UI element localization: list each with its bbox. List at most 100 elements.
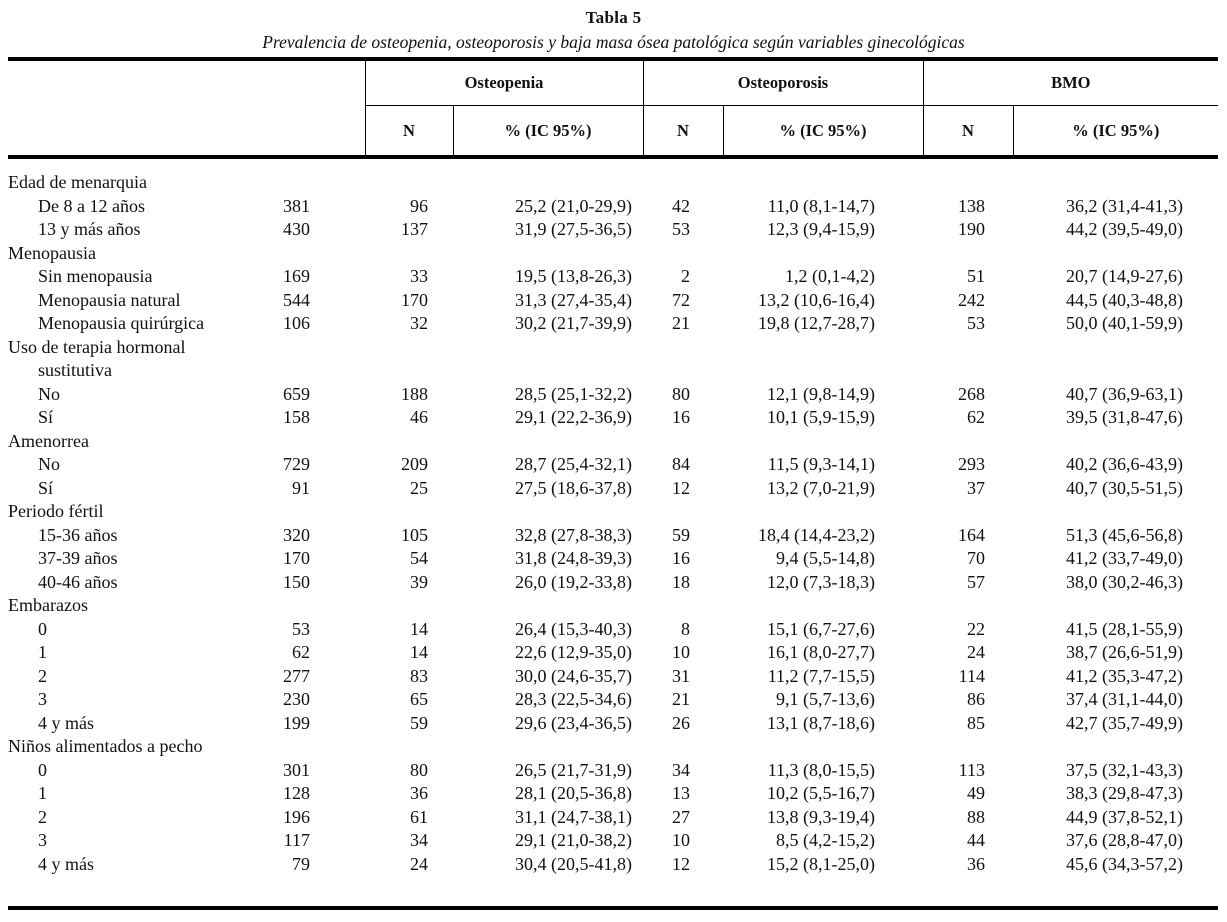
- section-label: Edad de menarquia: [8, 172, 147, 192]
- cell-osteopenia-pct: 28,3 (22,5-34,6): [515, 689, 632, 709]
- cell-bmo-n: 62: [967, 407, 986, 427]
- header-spacer: [8, 59, 365, 106]
- cell-osteopenia-n: 54: [410, 548, 428, 568]
- table-row: 3 117 34 29,1 (21,0-38,2) 10 8,5 (4,2-15,2) 44…: [8, 829, 1218, 853]
- cell-bmo-n: 85: [967, 712, 986, 733]
- table-row: 37-39 años 170 54 31,8 (24,8-39,3) 16 9,4 (5,…: [8, 547, 1218, 571]
- cell-osteopenia-pct: [453, 735, 643, 759]
- cell-osteopenia-pct: [453, 171, 643, 195]
- cell-bmo-n: 164: [958, 524, 986, 545]
- cell-osteoporosis-n: 8: [681, 618, 690, 639]
- cell-osteopenia-n: 188: [401, 383, 428, 404]
- row-label: 15-36 años: [38, 524, 118, 545]
- cell-osteoporosis-n: 16: [672, 407, 690, 427]
- cell-osteoporosis-n: 80: [672, 383, 690, 404]
- cell-osteopenia-n: [365, 171, 453, 195]
- cell-bmo-pct: 37,6 (28,8-47,0): [1066, 830, 1184, 850]
- sub-header-osteoporosis-pct: % (IC 95%): [722, 105, 924, 159]
- section-label: Menopausia: [8, 242, 96, 263]
- table-row: 15-36 años 320 105 32,8 (27,8-38,3) 59 18,4 (…: [8, 524, 1218, 548]
- cell-osteopenia-pct: 31,8 (24,8-39,3): [515, 548, 632, 568]
- row-label: De 8 a 12 años: [38, 195, 145, 216]
- cell-osteoporosis-pct: [723, 735, 923, 759]
- row-total: 381: [283, 195, 310, 216]
- cell-bmo-pct: 41,2 (33,7-49,0): [1066, 548, 1184, 568]
- cell-osteoporosis-pct: 15,1 (6,7-27,6): [767, 618, 876, 639]
- cell-bmo-pct: 44,5 (40,3-48,8): [1066, 289, 1184, 310]
- cell-osteopenia-pct: [453, 359, 643, 383]
- cell-bmo-pct: [1013, 594, 1218, 618]
- cell-osteopenia-n: 96: [410, 195, 428, 216]
- cell-osteopenia-n: [365, 735, 453, 759]
- cell-osteopenia-pct: 31,9 (27,5-36,5): [515, 219, 632, 239]
- table-row: 1 128 36 28,1 (20,5-36,8) 13 10,2 (5,5-16,7) 4…: [8, 782, 1218, 806]
- cell-osteoporosis-pct: 15,2 (8,1-25,0): [767, 853, 876, 874]
- cell-osteoporosis-pct: 11,0 (8,1-14,7): [767, 195, 876, 216]
- cell-osteopenia-n: 33: [410, 266, 428, 286]
- cell-bmo-n: [923, 242, 1013, 266]
- cell-osteoporosis-pct: 12,1 (9,8-14,9): [767, 383, 876, 404]
- cell-osteoporosis-pct: 10,2 (5,5-16,7): [767, 783, 876, 803]
- group-header-row: Osteopenia Osteoporosis BMO: [8, 59, 1219, 106]
- cell-osteopenia-n: 36: [410, 783, 428, 803]
- cell-osteoporosis-pct: 9,1 (5,7-13,6): [776, 689, 876, 709]
- cell-osteopenia-pct: 29,1 (21,0-38,2): [515, 830, 632, 850]
- cell-bmo-n: 70: [967, 548, 986, 568]
- cell-osteopenia-pct: 27,5 (18,6-37,8): [515, 477, 632, 498]
- cell-osteoporosis-n: [643, 171, 723, 195]
- cell-osteoporosis-pct: 13,8 (9,3-19,4): [767, 806, 876, 827]
- cell-osteopenia-pct: 30,4 (20,5-41,8): [515, 853, 632, 874]
- cell-bmo-pct: 42,7 (35,7-49,9): [1066, 712, 1184, 733]
- cell-osteoporosis-pct: 13,2 (10,6-16,4): [758, 289, 876, 310]
- cell-osteopenia-n: 25: [410, 477, 428, 498]
- cell-bmo-n: [923, 336, 1013, 360]
- cell-bmo-pct: [1013, 242, 1218, 266]
- row-label: 4 y más: [38, 853, 94, 874]
- cell-osteoporosis-n: 10: [672, 642, 690, 662]
- cell-osteopenia-n: 32: [410, 313, 428, 333]
- cell-bmo-n: 49: [967, 783, 986, 803]
- cell-bmo-n: [923, 430, 1013, 454]
- section-row: Uso de terapia hormonal: [8, 336, 1218, 360]
- cell-osteopenia-n: 14: [410, 618, 428, 639]
- cell-osteopenia-pct: 30,0 (24,6-35,7): [515, 665, 632, 686]
- table-body: Edad de menarquia De 8 a 12 años 381 96 25,2…: [8, 157, 1218, 908]
- cell-bmo-n: [923, 594, 1013, 618]
- cell-osteoporosis-n: 34: [672, 759, 690, 780]
- cell-osteopenia-pct: 25,2 (21,0-29,9): [515, 195, 632, 216]
- table-title: Tabla 5: [585, 8, 642, 27]
- row-label: 2: [38, 665, 47, 686]
- cell-osteoporosis-n: [643, 242, 723, 266]
- cell-osteopenia-n: 209: [401, 454, 428, 474]
- sub-header-osteopenia-n: N: [364, 105, 453, 159]
- prevalence-table: Osteopenia Osteoporosis BMO N % (IC 95%)…: [8, 57, 1219, 910]
- cell-bmo-n: 293: [958, 454, 986, 474]
- cell-osteopenia-n: 61: [410, 806, 428, 827]
- cell-osteoporosis-pct: [723, 430, 923, 454]
- cell-bmo-pct: [1013, 336, 1218, 360]
- section-label: Periodo fértil: [8, 501, 104, 521]
- cell-osteoporosis-n: 27: [672, 806, 690, 827]
- table-row: 3 230 65 28,3 (22,5-34,6) 21 9,1 (5,7-13,6) 86…: [8, 688, 1218, 712]
- cell-osteoporosis-n: [643, 594, 723, 618]
- cell-osteopenia-n: 170: [401, 289, 428, 310]
- table-row: 2 277 83 30,0 (24,6-35,7) 31 11,2 (7,7-15,5) 1…: [8, 665, 1218, 689]
- cell-osteoporosis-n: 12: [672, 477, 690, 498]
- cell-osteoporosis-pct: 11,2 (7,7-15,5): [767, 665, 876, 686]
- table-row: No 729 209 28,7 (25,4-32,1) 84 11,5 (9,3-14,1…: [8, 453, 1218, 477]
- cell-bmo-pct: 38,7 (26,6-51,9): [1066, 642, 1184, 662]
- row-total: 301: [283, 759, 310, 780]
- row-total: 62: [292, 642, 310, 662]
- sub-header-osteopenia-pct: % (IC 95%): [452, 105, 643, 159]
- row-label: Menopausia natural: [38, 289, 181, 310]
- cell-osteopenia-n: 24: [410, 853, 428, 874]
- section-label: Amenorrea: [8, 430, 89, 451]
- cell-osteopenia-pct: [453, 594, 643, 618]
- row-label: 3: [38, 830, 47, 850]
- table-row: Menopausia quirúrgica 106 32 30,2 (21,7-39,…: [8, 312, 1218, 336]
- cell-osteoporosis-n: 31: [672, 665, 690, 686]
- row-label: 0: [38, 618, 47, 639]
- cell-bmo-pct: 40,7 (36,9-63,1): [1066, 383, 1184, 404]
- cell-bmo-pct: [1013, 171, 1218, 195]
